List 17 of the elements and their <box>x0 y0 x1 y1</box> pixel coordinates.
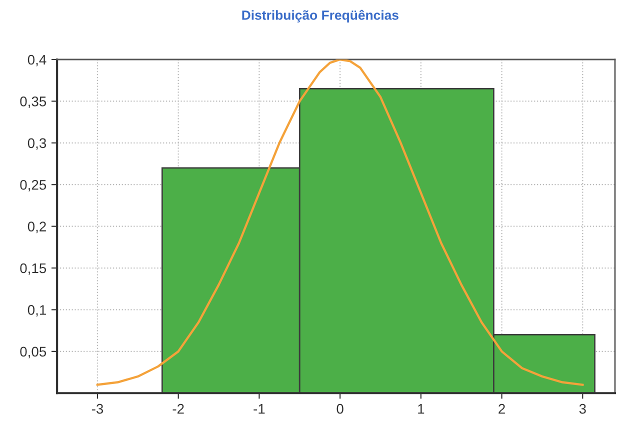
x-tick-label: 0 <box>336 404 344 414</box>
x-tick-label: 3 <box>579 404 586 414</box>
y-tick-label: 0,25 <box>20 180 46 192</box>
y-tick-label: 0,15 <box>20 263 46 275</box>
y-tick-label: 0,35 <box>20 96 46 108</box>
x-tick-label: 2 <box>498 404 505 414</box>
y-tick-label: 0,05 <box>20 346 46 358</box>
x-tick-label: -2 <box>172 404 184 414</box>
x-tick-label: -3 <box>92 404 104 414</box>
chart-title: Distribuição Freqüências <box>242 10 398 22</box>
y-tick-label: 0,2 <box>28 222 46 234</box>
line-series <box>96 60 584 386</box>
y-tick-label: 0,1 <box>28 305 46 317</box>
y-tick-label: 0,4 <box>28 54 46 66</box>
x-tick-label: -1 <box>254 404 265 414</box>
y-tick-label: 0,3 <box>28 138 46 150</box>
x-tick-label: 1 <box>418 404 424 414</box>
